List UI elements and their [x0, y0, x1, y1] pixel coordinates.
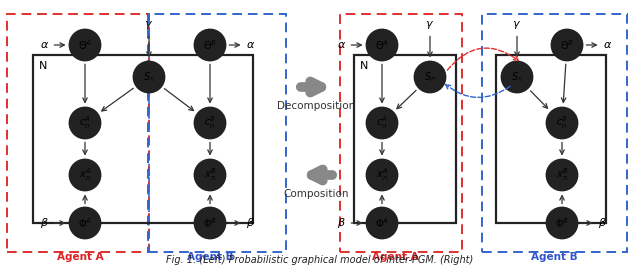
Text: $\Phi^A$: $\Phi^A$ [78, 216, 92, 230]
Circle shape [70, 160, 100, 191]
Text: $c^B_n$: $c^B_n$ [204, 114, 216, 131]
Text: $x^A_n$: $x^A_n$ [79, 167, 92, 183]
Text: $\Theta^B$: $\Theta^B$ [560, 38, 574, 52]
Circle shape [70, 108, 100, 139]
Text: $S_n$: $S_n$ [143, 70, 155, 84]
Text: $\Phi^A$: $\Phi^A$ [375, 216, 389, 230]
Text: $\beta$: $\beta$ [598, 216, 607, 230]
Text: $\alpha$: $\alpha$ [40, 40, 49, 50]
Circle shape [367, 29, 397, 60]
Text: $S_n$: $S_n$ [424, 70, 436, 84]
Text: Agent A: Agent A [372, 252, 419, 262]
Text: N: N [39, 61, 47, 71]
Circle shape [415, 61, 445, 92]
Text: $c^A_n$: $c^A_n$ [79, 114, 91, 131]
Bar [354, 55, 456, 223]
Bar [7, 14, 149, 252]
Text: Fig. 1. (Left) Probabilistic graphical model of inter-PGM. (Right): Fig. 1. (Left) Probabilistic graphical m… [166, 255, 474, 265]
Bar [340, 14, 462, 252]
Text: $x^A_n$: $x^A_n$ [376, 167, 388, 183]
Text: Agent B: Agent B [187, 252, 234, 262]
Circle shape [70, 29, 100, 60]
Text: $\gamma$: $\gamma$ [145, 20, 154, 32]
Text: $\Theta^B$: $\Theta^B$ [203, 38, 217, 52]
Text: Composition: Composition [284, 189, 349, 199]
Text: $\alpha$: $\alpha$ [337, 40, 346, 50]
Text: $\Phi^B$: $\Phi^B$ [555, 216, 569, 230]
Circle shape [70, 207, 100, 238]
Bar [33, 55, 253, 223]
Text: $\gamma$: $\gamma$ [513, 20, 522, 32]
Bar [148, 14, 286, 252]
Text: $\alpha$: $\alpha$ [246, 40, 255, 50]
Text: $\alpha$: $\alpha$ [603, 40, 612, 50]
Text: $\beta$: $\beta$ [40, 216, 49, 230]
Text: N: N [360, 61, 369, 71]
Circle shape [195, 160, 225, 191]
Text: $c^A_n$: $c^A_n$ [376, 114, 388, 131]
Bar [496, 55, 606, 223]
Text: $\beta$: $\beta$ [246, 216, 255, 230]
Circle shape [367, 207, 397, 238]
Circle shape [367, 108, 397, 139]
Circle shape [502, 61, 532, 92]
Circle shape [547, 207, 577, 238]
Text: Agent A: Agent A [57, 252, 103, 262]
Circle shape [195, 207, 225, 238]
Circle shape [195, 29, 225, 60]
Circle shape [552, 29, 582, 60]
Text: $x^B_n$: $x^B_n$ [204, 167, 216, 183]
Text: $c^B_n$: $c^B_n$ [556, 114, 568, 131]
Text: $\beta$: $\beta$ [337, 216, 346, 230]
Text: $\gamma$: $\gamma$ [426, 20, 435, 32]
Circle shape [367, 160, 397, 191]
Text: Decomposition: Decomposition [277, 101, 356, 111]
Text: $S_n$: $S_n$ [511, 70, 523, 84]
Text: $x^B_n$: $x^B_n$ [556, 167, 568, 183]
Circle shape [134, 61, 164, 92]
Text: $\Theta^A$: $\Theta^A$ [375, 38, 389, 52]
Circle shape [547, 108, 577, 139]
Circle shape [547, 160, 577, 191]
Text: $\Theta^A$: $\Theta^A$ [78, 38, 92, 52]
Bar [482, 14, 627, 252]
Text: Agent B: Agent B [531, 252, 577, 262]
Text: $\Phi^B$: $\Phi^B$ [203, 216, 217, 230]
Circle shape [195, 108, 225, 139]
